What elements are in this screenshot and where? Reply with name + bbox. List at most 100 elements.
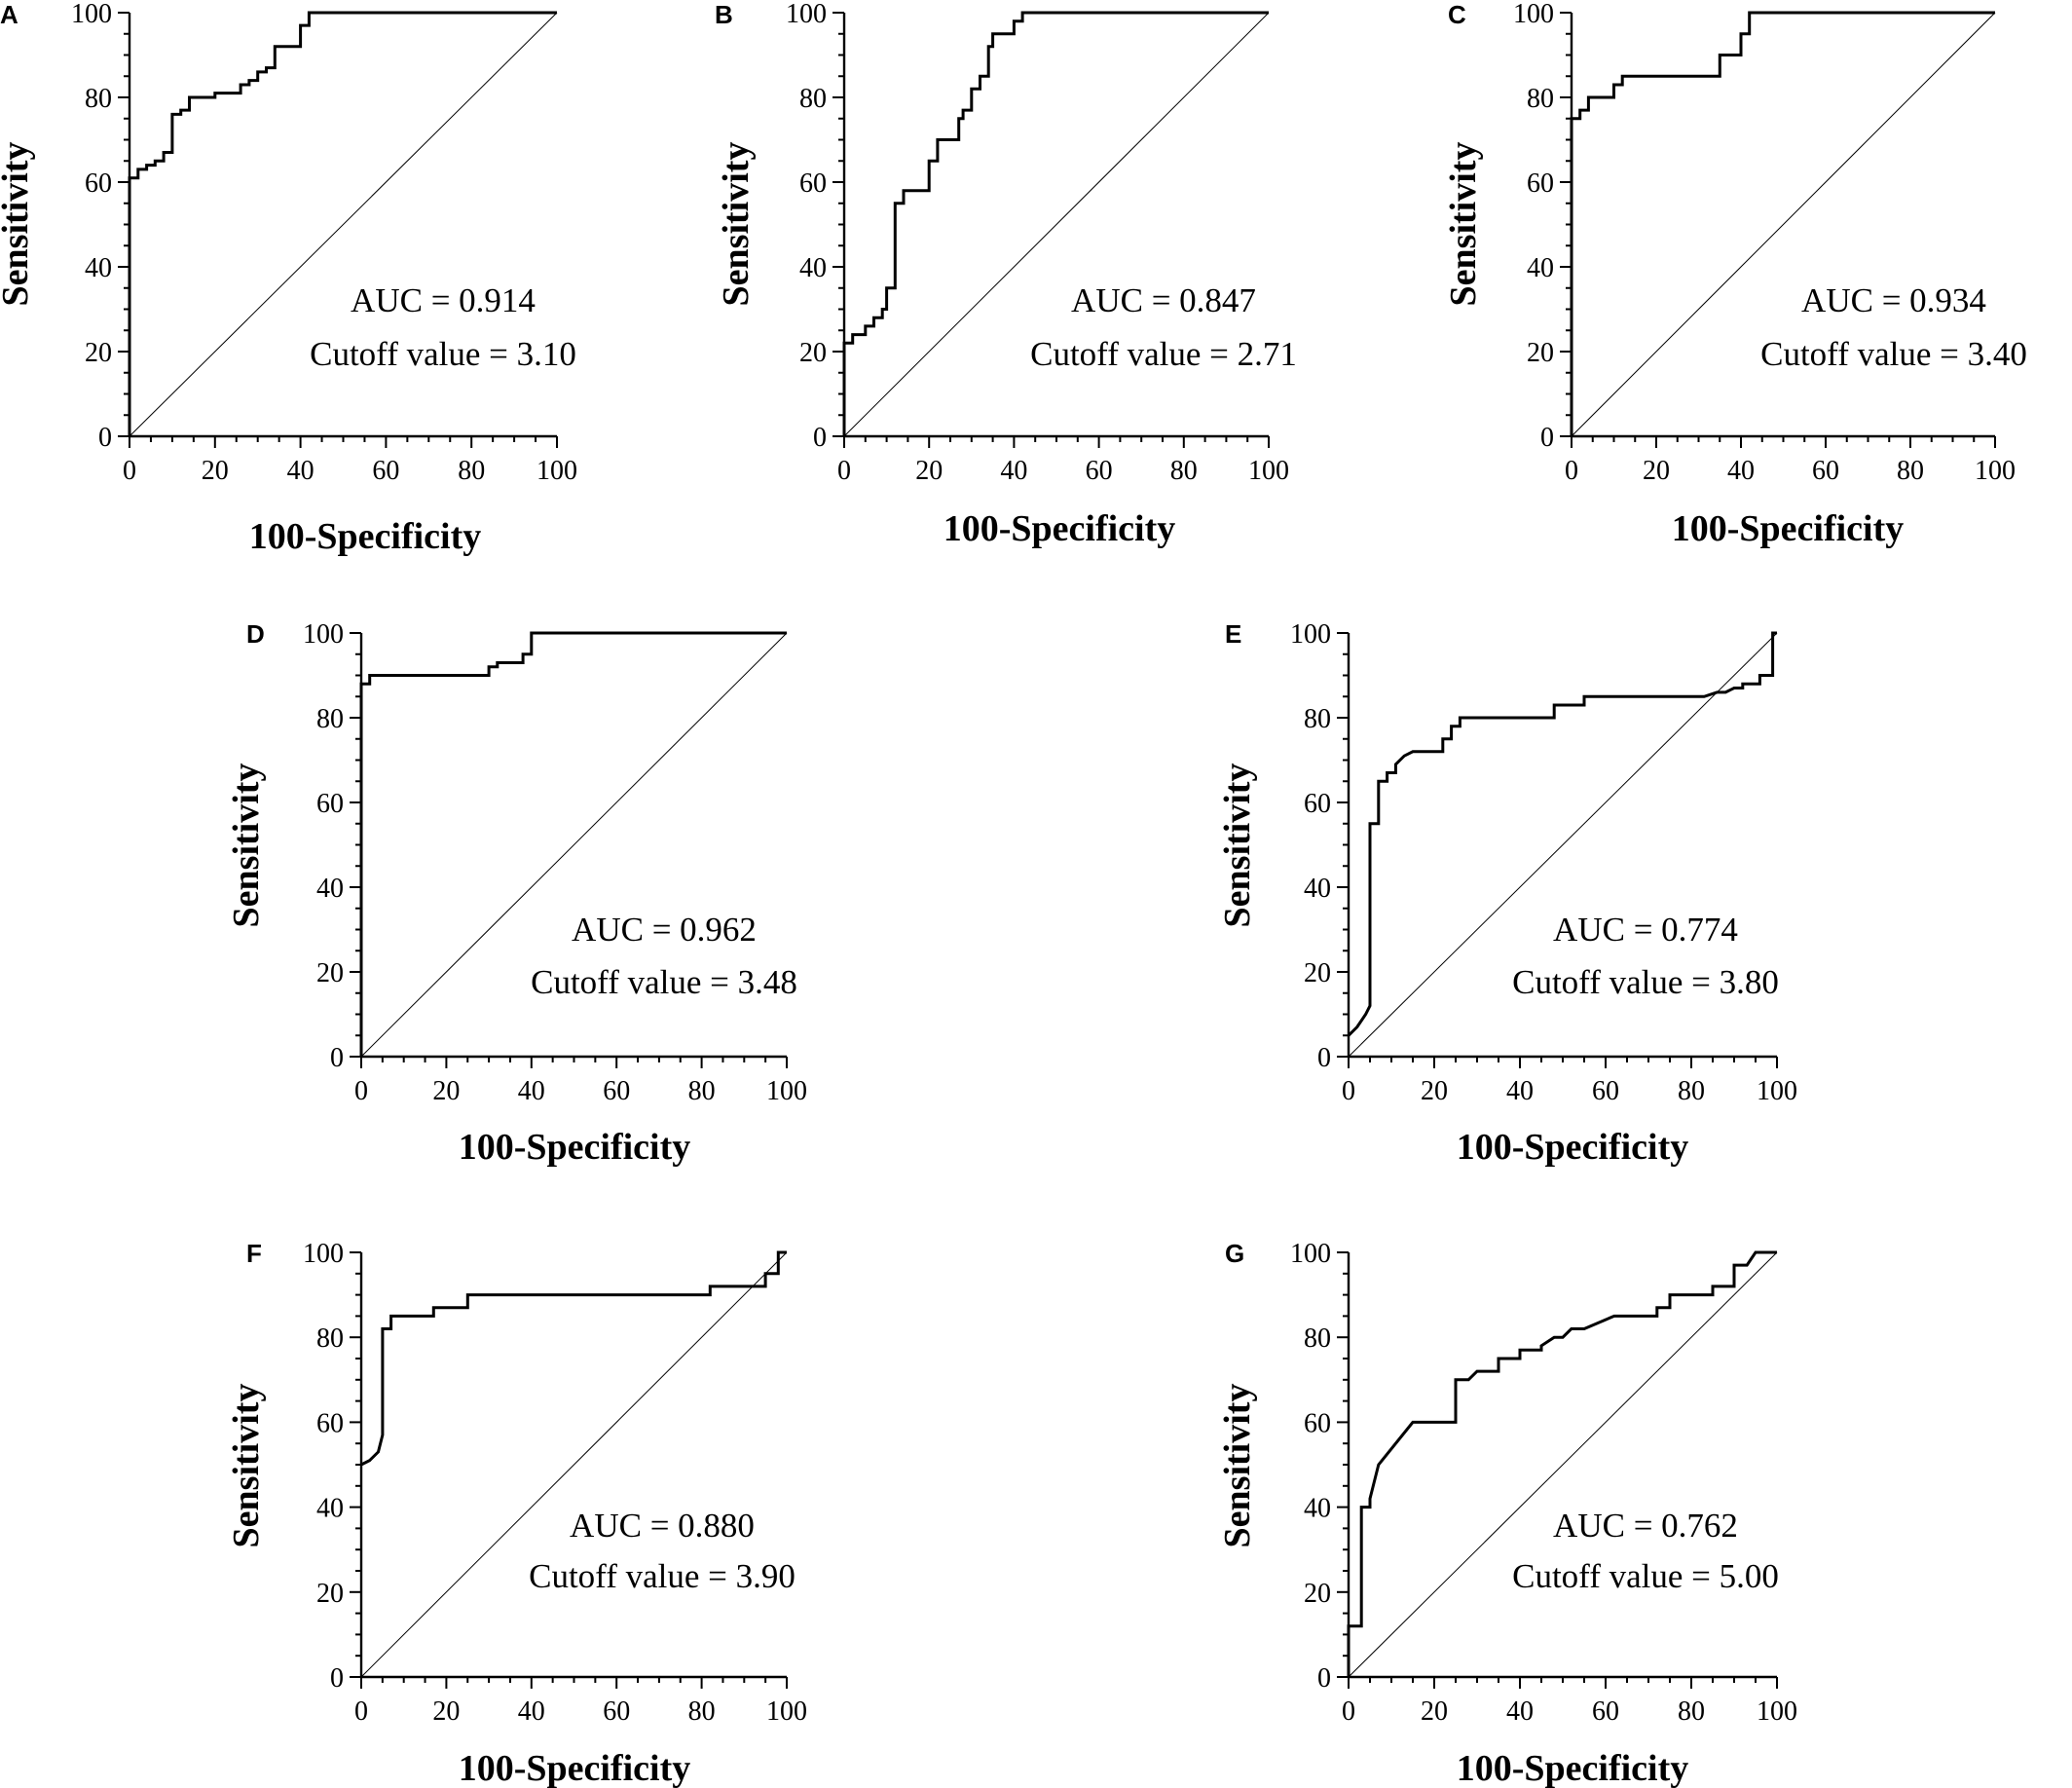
y-tick-label: 0 [813,423,827,453]
x-axis-title: 100-Specificity [249,516,482,557]
cutoff-annotation: Cutoff value = 3.10 [310,335,576,373]
y-tick-label: 100 [1290,1239,1331,1269]
y-tick-label: 40 [799,253,827,283]
panel-f: F 0 20 40 60 80 100 0 20 40 60 80 100 100-Specificity… [226,1239,807,1788]
auc-annotation: AUC = 0.914 [351,281,536,319]
x-tick-label: 60 [1086,456,1113,486]
y-tick-label: 60 [1527,168,1554,199]
y-axis-title: Sensitivity [0,142,36,307]
y-tick-label: 80 [1304,1323,1331,1354]
y-tick-label: 60 [799,168,827,199]
panel-label-g: G [1225,1239,1244,1268]
y-tick-label: 0 [1540,423,1554,453]
y-tick-label: 20 [799,338,827,368]
roc-curve [359,631,787,1057]
x-tick-label: 40 [1727,456,1755,486]
y-tick-label: 100 [1290,619,1331,650]
auc-annotation: AUC = 0.880 [570,1507,755,1545]
cutoff-annotation: Cutoff value = 3.48 [531,963,797,1001]
y-tick-label: 60 [1304,789,1331,819]
y-tick-label: 20 [316,958,344,988]
x-tick-label: 20 [432,1076,460,1106]
x-tick-label: 20 [1421,1076,1448,1106]
cutoff-annotation: Cutoff value = 2.71 [1030,335,1297,373]
x-tick-label: 60 [603,1076,630,1106]
x-tick-label: 60 [1812,456,1839,486]
x-axis-title: 100-Specificity [1672,508,1905,549]
y-tick-label: 100 [71,0,112,29]
y-axis-title: Sensitivity [1217,764,1258,928]
x-tick-label: 80 [1897,456,1924,486]
reference-diagonal [1348,1251,1778,1678]
reference-diagonal [129,12,558,437]
x-axis-title: 100-Specificity [1457,1748,1689,1788]
auc-annotation: AUC = 0.762 [1553,1507,1738,1545]
x-tick-label: 60 [372,456,399,486]
cutoff-annotation: Cutoff value = 3.80 [1512,963,1779,1001]
x-tick-label: 20 [1643,456,1670,486]
panel-label-a: A [0,0,18,29]
cutoff-annotation: Cutoff value = 3.90 [529,1557,796,1595]
x-tick-label: 80 [688,1076,716,1106]
panel-label-b: B [715,0,733,29]
x-tick-label: 0 [1342,1076,1355,1106]
auc-annotation: AUC = 0.774 [1553,911,1738,949]
x-tick-label: 100 [1975,456,2016,486]
x-tick-label: 20 [432,1696,460,1727]
x-tick-label: 0 [123,456,136,486]
y-tick-label: 0 [1317,1663,1331,1694]
x-tick-label: 0 [837,456,851,486]
x-axis-title: 100-Specificity [1457,1127,1689,1168]
y-tick-label: 80 [85,84,112,114]
y-tick-label: 100 [786,0,827,29]
x-tick-label: 20 [202,456,229,486]
x-axis-title: 100-Specificity [459,1127,691,1168]
reference-diagonal [360,632,788,1058]
y-tick-label: 20 [1304,1579,1331,1609]
cutoff-annotation: Cutoff value = 3.40 [1760,335,2027,373]
reference-diagonal [360,1251,788,1678]
roc-curve [1347,1250,1777,1677]
x-tick-label: 100 [766,1076,807,1106]
y-tick-label: 100 [303,619,344,650]
x-tick-label: 60 [1592,1696,1619,1727]
y-tick-label: 0 [1317,1043,1331,1073]
panel-c: C 0 20 40 60 80 100 0 20 40 60 80 100 100-Specificity… [1443,0,2027,549]
x-tick-label: 80 [1170,456,1198,486]
x-tick-label: 80 [1678,1076,1705,1106]
x-tick-label: 40 [1506,1076,1534,1106]
y-tick-label: 0 [98,423,112,453]
x-tick-label: 0 [354,1696,368,1727]
y-tick-label: 40 [1304,874,1331,904]
y-tick-label: 40 [1304,1494,1331,1524]
y-tick-label: 40 [316,1494,344,1524]
y-tick-label: 60 [85,168,112,199]
y-tick-label: 80 [799,84,827,114]
x-tick-label: 80 [1678,1696,1705,1727]
y-tick-label: 80 [316,704,344,734]
x-tick-label: 40 [518,1696,545,1727]
y-axis-title: Sensitivity [226,764,267,928]
x-tick-label: 0 [1342,1696,1355,1727]
y-tick-label: 0 [330,1043,344,1073]
roc-curve [842,11,1269,436]
y-tick-label: 40 [316,874,344,904]
x-tick-label: 60 [1592,1076,1619,1106]
panel-e: E 0 20 40 60 80 100 0 20 40 60 80 100 100-Specificity… [1217,619,1797,1168]
panel-d: D 0 20 40 60 80 100 0 20 40 60 80 100 100-Specificity… [226,619,807,1168]
y-tick-label: 20 [1527,338,1554,368]
y-tick-label: 60 [1304,1408,1331,1438]
x-axis-title: 100-Specificity [459,1748,691,1788]
x-tick-label: 20 [915,456,943,486]
x-tick-label: 40 [1000,456,1027,486]
panel-label-f: F [246,1239,262,1268]
x-tick-label: 100 [766,1696,807,1727]
panel-label-c: C [1448,0,1466,29]
auc-annotation: AUC = 0.847 [1071,281,1256,319]
x-tick-label: 40 [518,1076,545,1106]
cutoff-annotation: Cutoff value = 5.00 [1512,1557,1779,1595]
y-tick-label: 60 [316,1408,344,1438]
y-tick-label: 0 [330,1663,344,1694]
auc-annotation: AUC = 0.934 [1801,281,1986,319]
